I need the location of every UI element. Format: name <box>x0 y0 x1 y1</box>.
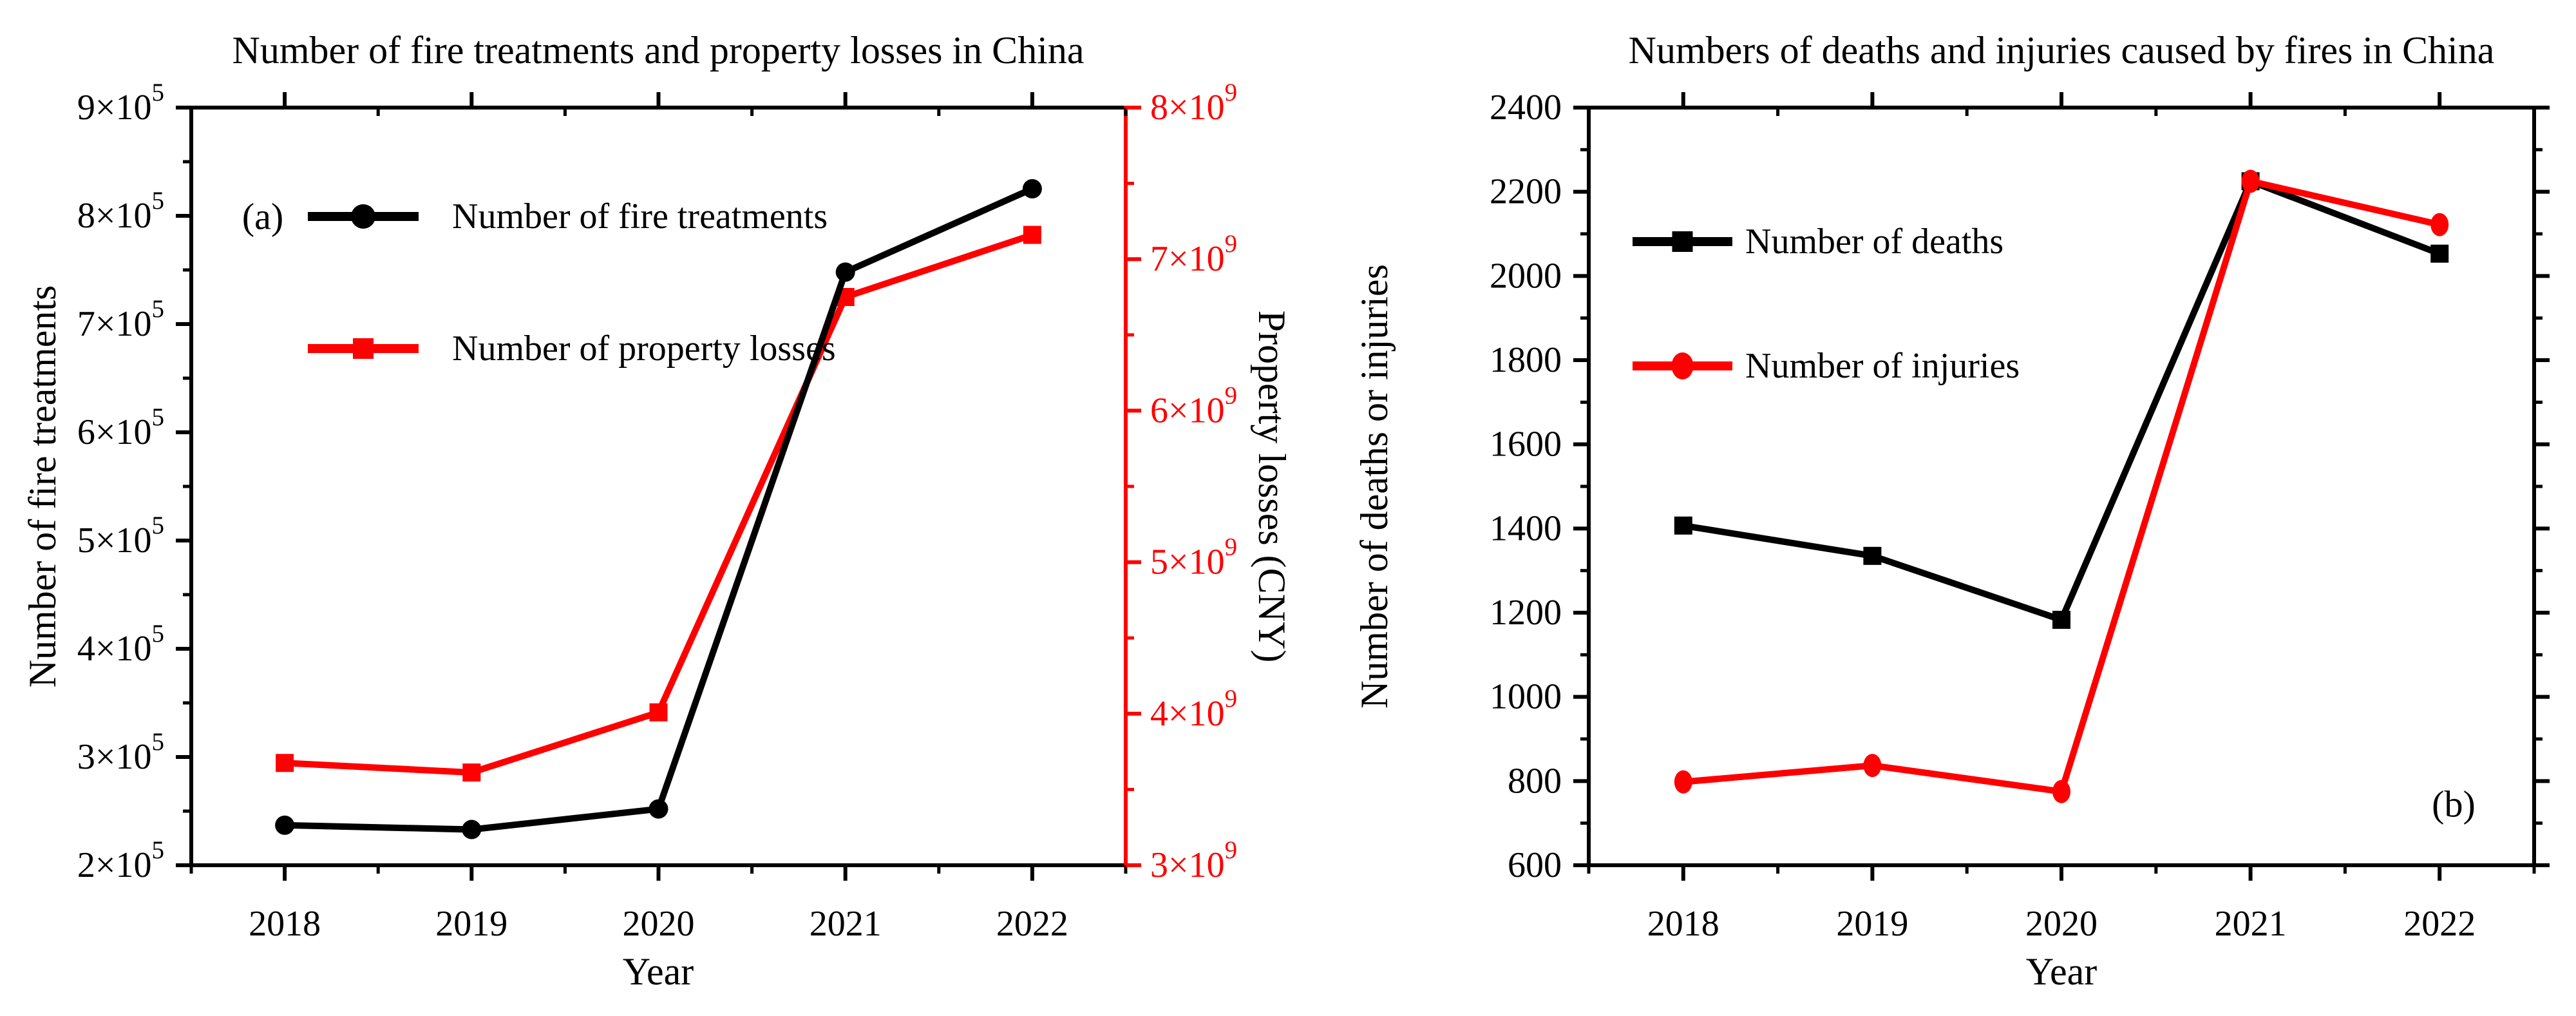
data-point-marker <box>1863 754 1882 778</box>
x-tick-label: 2022 <box>2403 904 2476 944</box>
y-tick-label-left: 600 <box>1508 845 1562 885</box>
data-point-marker <box>1022 179 1042 198</box>
x-axis-title: Year <box>623 950 694 993</box>
series-line <box>284 231 1034 776</box>
data-point-marker <box>276 754 294 772</box>
y-tick-label-left: 4×105 <box>77 620 164 669</box>
x-tick-label: 2020 <box>2025 904 2098 944</box>
y-tick-label-right: 6×109 <box>1150 381 1237 431</box>
legend: Number of fire treatments Number of prope… <box>308 196 836 369</box>
legend-marker <box>1672 231 1693 252</box>
x-tick-label: 2021 <box>810 904 882 944</box>
y-axis-title-right: Property losses (CNY) <box>1251 311 1288 663</box>
y-axis-title-left: Number of fire treatments <box>21 285 64 688</box>
y-tick-label-left: 1400 <box>1490 508 1562 548</box>
y-tick-label-left: 1800 <box>1490 340 1562 380</box>
panel-label: (b) <box>2432 783 2476 825</box>
legend-marker <box>1671 352 1694 379</box>
data-point-marker <box>462 820 482 839</box>
y-tick-label-left: 1600 <box>1490 425 1562 465</box>
legend-entry-label: Number of property losses <box>452 329 836 369</box>
y-tick-label-left: 9×105 <box>77 79 164 128</box>
data-point-marker <box>1023 225 1041 244</box>
legend-marker <box>353 338 374 359</box>
chart-title: Numbers of deaths and injuries caused by… <box>1629 29 2495 72</box>
data-point-marker <box>2052 780 2070 803</box>
x-axis-title: Year <box>2026 950 2098 993</box>
y-tick-label-left: 5×105 <box>77 512 164 561</box>
data-point-marker <box>2052 611 2070 629</box>
data-point-marker <box>835 262 855 282</box>
legend-marker <box>351 204 375 229</box>
y-tick-label-left: 2200 <box>1490 172 1562 212</box>
x-tick-label: 2021 <box>2215 904 2287 944</box>
x-tick-label: 2018 <box>1647 904 1719 944</box>
data-point-marker <box>649 703 668 722</box>
data-point-marker <box>1863 546 1882 565</box>
y-tick-label-left: 800 <box>1508 761 1562 801</box>
legend-entry-label: Number of deaths <box>1745 222 2003 262</box>
plot-b: 2018 2019 2020 2021 2022 600 800 1000 1200 1400 16… <box>1353 29 2550 993</box>
data-point-marker <box>462 763 481 782</box>
legend: Number of deaths Number of injuries <box>1633 222 2020 386</box>
data-point-marker <box>1674 516 1692 535</box>
x-tick-label: 2020 <box>623 904 695 944</box>
series-number-of-injuries <box>1674 169 2449 803</box>
y-tick-label-right: 5×109 <box>1150 533 1237 582</box>
chart-title: Number of fire treatments and property l… <box>232 29 1084 72</box>
y-tick-label-right: 3×109 <box>1150 836 1237 886</box>
y-tick-label-left: 2400 <box>1490 88 1562 128</box>
series-line <box>1683 177 2441 796</box>
data-point-marker <box>2430 213 2449 236</box>
x-tick-label: 2018 <box>249 904 321 944</box>
x-tick-label: 2019 <box>1836 904 1908 944</box>
y-tick-label-left: 3×105 <box>77 728 164 778</box>
data-point-marker <box>2241 169 2260 193</box>
chart-panel-b: 2018 2019 2020 2021 2022 600 800 1000 1200 1400 16… <box>1353 29 2550 993</box>
y-tick-label-right: 4×109 <box>1150 684 1237 734</box>
y-axis-title-left: Number of deaths or injuries <box>1353 264 1396 709</box>
chart-panel-a: 2018 2019 2020 2021 2022 2×105 3×105 4×105 5×105… <box>21 29 1288 993</box>
x-tick-label: 2019 <box>435 904 507 944</box>
y-tick-label-left: 1000 <box>1490 677 1562 717</box>
y-tick-label-left: 8×105 <box>77 187 164 236</box>
data-point-marker <box>2430 244 2449 263</box>
x-tick-label: 2022 <box>996 904 1068 944</box>
legend-entry-label: Number of fire treatments <box>452 196 828 236</box>
data-point-marker <box>649 799 668 819</box>
series-line <box>284 186 1034 833</box>
series-number-of-property-losses <box>276 225 1041 782</box>
series-number-of-fire-treatments <box>275 179 1042 839</box>
legend-entry-label: Number of injuries <box>1745 346 2020 386</box>
y-tick-label-left: 1200 <box>1490 593 1562 633</box>
y-tick-label-right: 8×109 <box>1150 79 1237 128</box>
plot-a: 2018 2019 2020 2021 2022 2×105 3×105 4×105 5×105… <box>21 29 1288 993</box>
y-tick-label-left: 7×105 <box>77 295 164 345</box>
data-point-marker <box>1674 770 1692 794</box>
data-point-marker <box>275 815 295 835</box>
y-tick-label-left: 6×105 <box>77 403 164 453</box>
y-tick-label-left: 2000 <box>1490 256 1562 296</box>
panel-label: (a) <box>242 196 283 238</box>
y-tick-label-left: 2×105 <box>77 836 164 886</box>
y-tick-label-right: 7×109 <box>1150 230 1237 280</box>
